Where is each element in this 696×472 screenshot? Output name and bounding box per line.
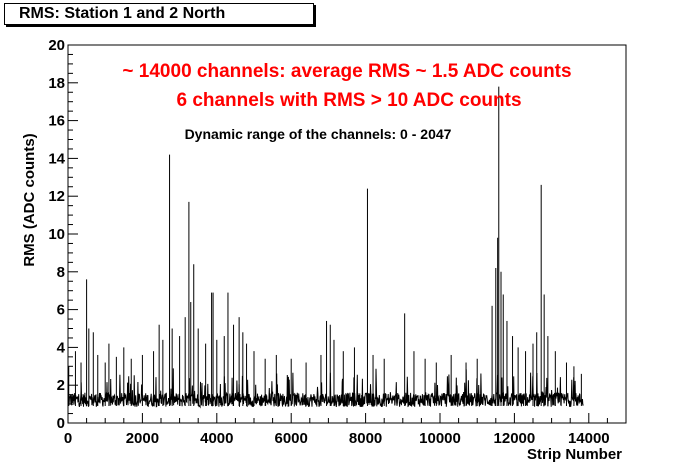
x-tick-label: 2000 <box>126 430 159 447</box>
y-tick-label: 8 <box>57 264 65 281</box>
x-tick-label: 8000 <box>349 430 382 447</box>
y-tick-label: 16 <box>48 113 65 130</box>
y-tick-label: 2 <box>57 377 65 394</box>
y-axis-title: RMS (ADC counts) <box>21 133 38 266</box>
y-tick-label: 20 <box>48 37 65 54</box>
chart-title: RMS: Station 1 and 2 North <box>19 5 226 22</box>
x-tick-label: 14000 <box>568 430 610 447</box>
y-tick-label: 14 <box>48 150 65 167</box>
rms-series-line <box>67 86 584 409</box>
x-tick-label: 12000 <box>494 430 536 447</box>
y-tick-label: 6 <box>57 302 65 319</box>
y-tick-label: 12 <box>48 188 65 205</box>
x-axis: 0 2000 4000 6000 8000 10000 12000 14000 <box>64 413 627 447</box>
y-axis: 0 2 4 6 8 10 12 14 16 18 20 <box>48 37 78 432</box>
annotation-channel-count: ~ 14000 channels: average RMS ~ 1.5 ADC … <box>122 61 571 82</box>
x-tick-label: 0 <box>64 430 72 447</box>
annotation-dynamic-range: Dynamic range of the channels: 0 - 2047 <box>185 126 452 142</box>
y-tick-label: 10 <box>48 226 65 243</box>
y-tick-label: 4 <box>57 339 66 356</box>
y-tick-label: 0 <box>57 415 65 432</box>
annotation-noisy-channels: 6 channels with RMS > 10 ADC counts <box>176 90 521 111</box>
chart-title-box: RMS: Station 1 and 2 North <box>4 3 314 25</box>
rms-noise-trace <box>67 368 584 409</box>
x-axis-title: Strip Number <box>527 446 622 463</box>
x-tick-label: 4000 <box>200 430 233 447</box>
y-tick-label: 18 <box>48 75 65 92</box>
x-tick-label: 10000 <box>419 430 461 447</box>
x-tick-label: 6000 <box>275 430 308 447</box>
